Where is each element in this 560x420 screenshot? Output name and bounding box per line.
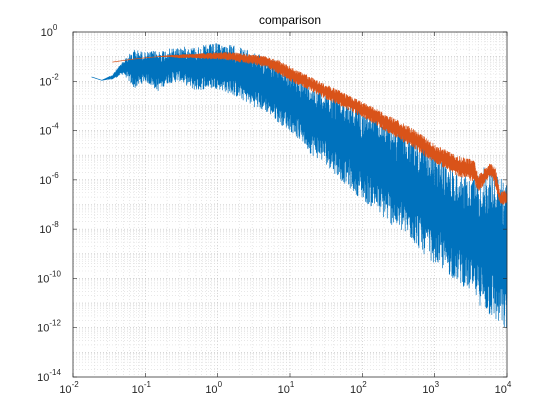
y-tick-labels: 10-14 10-12 10-10 10-8 10-6 10-4 10-2 100	[37, 23, 61, 384]
x-tick-label: 100	[205, 380, 222, 396]
x-tick-label: 10-1	[132, 380, 152, 396]
x-tick-label: 103	[422, 380, 439, 396]
x-tick-label: 102	[350, 380, 367, 396]
y-tick-label: 10-6	[39, 171, 59, 187]
series-2	[112, 52, 508, 205]
chart-title: comparison	[259, 13, 321, 27]
x-tick-labels: 10-2 10-1 100 101 102 103 104	[59, 380, 512, 396]
series-layer	[91, 43, 508, 329]
y-tick-label: 10-12	[37, 319, 61, 335]
ticks	[72, 31, 508, 378]
y-tick-label: 10-14	[37, 368, 61, 384]
y-tick-label: 10-10	[37, 269, 61, 285]
x-tick-label: 10-2	[59, 380, 79, 396]
x-tick-label: 101	[278, 380, 295, 396]
y-tick-label: 100	[41, 23, 58, 39]
series-line-1	[91, 43, 508, 329]
series-line-2	[112, 52, 508, 205]
y-tick-label: 10-2	[39, 72, 59, 88]
x-tick-label: 104	[495, 380, 512, 396]
series-1	[91, 43, 508, 329]
y-tick-label: 10-4	[39, 122, 59, 138]
y-tick-label: 10-8	[39, 220, 59, 236]
